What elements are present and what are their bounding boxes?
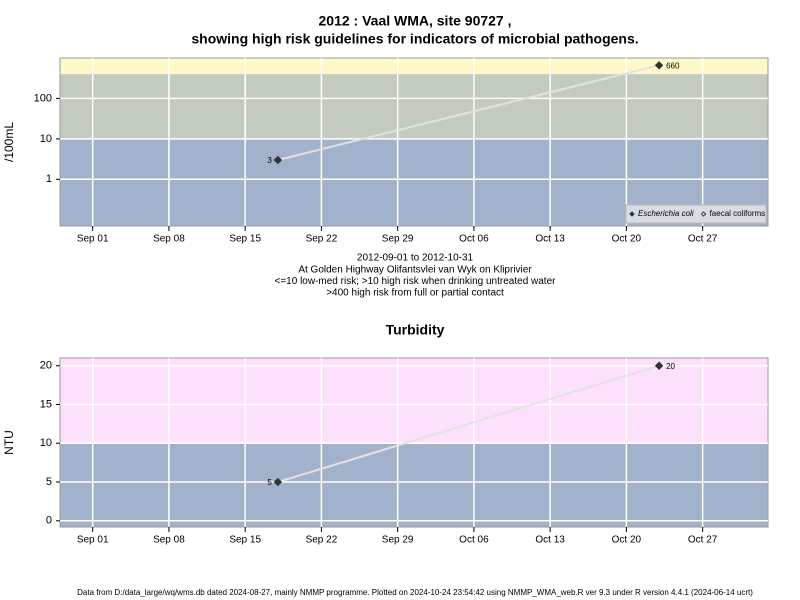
x-tick-label: Sep 29 — [382, 535, 414, 546]
legend-label: faecal coliforms — [710, 209, 766, 218]
x-tick-label: Oct 06 — [459, 234, 489, 245]
series-line — [277, 364, 660, 483]
plot-frame — [59, 357, 769, 528]
legend-marker — [629, 211, 635, 217]
series-line — [277, 64, 660, 161]
y-tick-label: 10 — [40, 133, 52, 145]
x-tick-label: Sep 08 — [153, 234, 185, 245]
x-tick-label: Oct 13 — [535, 234, 565, 245]
legend-box — [625, 204, 767, 224]
note: >400 high risk from full or partial cont… — [326, 288, 504, 299]
y-axis-label: /100mL — [2, 122, 16, 162]
x-tick-label: Sep 22 — [306, 535, 338, 546]
y-tick-label: 10 — [40, 437, 52, 449]
note: At Golden Highway Olifantsvlei van Wyk o… — [298, 264, 532, 275]
value-label: 660 — [666, 61, 680, 70]
x-tick-label: Oct 20 — [612, 234, 642, 245]
y-tick-label: 1 — [46, 173, 52, 185]
x-tick-label: Sep 15 — [229, 234, 261, 245]
x-tick-label: Sep 22 — [306, 234, 338, 245]
x-tick-label: Sep 01 — [77, 535, 109, 546]
x-tick-label: Sep 01 — [77, 234, 109, 245]
x-tick-label: Oct 06 — [459, 535, 489, 546]
y-tick-label: 5 — [46, 476, 52, 488]
risk-band — [60, 58, 768, 75]
chart-title: 2012 : Vaal WMA, site 90727 , — [319, 13, 512, 29]
y-tick-label: 15 — [40, 398, 52, 410]
x-tick-label: Sep 29 — [382, 234, 414, 245]
y-tick-label: 20 — [40, 360, 52, 372]
data-point — [654, 361, 664, 370]
y-axis-label: NTU — [2, 430, 16, 455]
data-point — [654, 61, 664, 70]
data-point — [273, 155, 283, 165]
note: <=10 low-med risk; >10 high risk when dr… — [275, 276, 557, 287]
x-tick-label: Sep 15 — [229, 535, 261, 546]
legend-marker — [700, 211, 707, 217]
risk-band — [60, 443, 768, 527]
x-tick-label: Sep 08 — [153, 535, 185, 546]
value-label: 5 — [267, 478, 272, 487]
x-tick-label: Oct 20 — [612, 535, 642, 546]
value-label: 20 — [666, 362, 675, 371]
plot-frame — [59, 57, 769, 227]
y-tick-label: 100 — [34, 92, 52, 104]
value-label: 3 — [267, 156, 272, 165]
x-tick-label: Oct 27 — [688, 535, 718, 546]
legend-label: Escherichia coli — [638, 209, 694, 218]
chart-title: Turbidity — [386, 322, 445, 338]
note: 2012-09-01 to 2012-10-31 — [357, 253, 474, 264]
risk-band — [60, 74, 768, 139]
chart-subtitle: showing high risk guidelines for indicat… — [191, 31, 638, 47]
risk-band — [60, 358, 768, 444]
y-tick-label: 0 — [46, 515, 52, 527]
footer: Data from D:/data_large/wq/wms.db dated … — [77, 588, 753, 597]
x-tick-label: Oct 13 — [535, 535, 565, 546]
x-tick-label: Oct 27 — [688, 234, 718, 245]
data-point — [273, 477, 283, 487]
